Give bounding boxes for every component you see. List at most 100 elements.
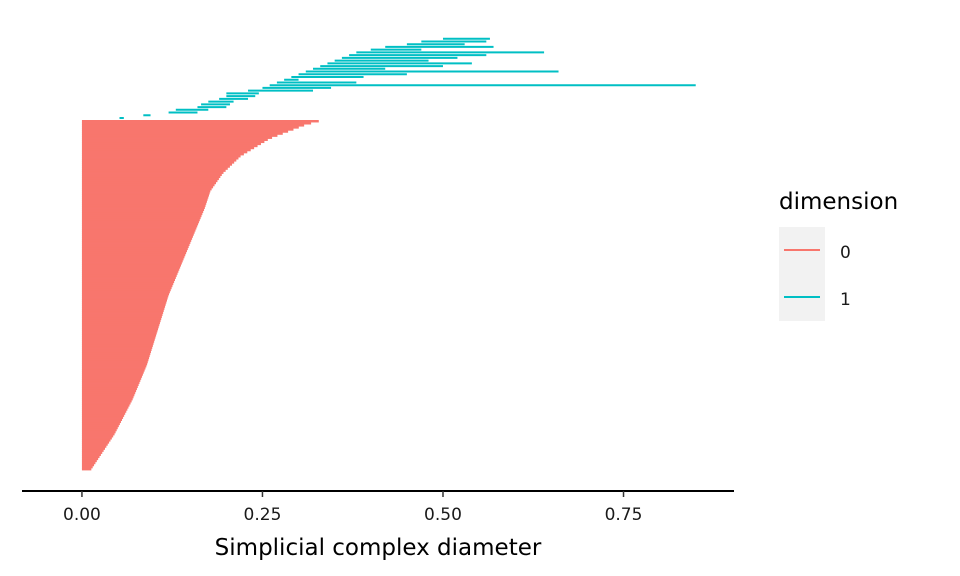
dimension-0-bar (81, 237, 193, 240)
dimension-0-bar (81, 262, 182, 265)
dimension-0-bar (81, 292, 170, 296)
dimension-0-bar (81, 155, 241, 158)
x-axis-title: Simplicial complex diameter (215, 535, 542, 561)
dimension-0-bar (81, 459, 97, 463)
dimension-0-bar (81, 410, 127, 413)
dimension-0-bar (81, 253, 186, 257)
dimension-0-bar (81, 441, 110, 444)
dimension-0-bar (81, 303, 166, 306)
dimension-0-bar (81, 295, 169, 298)
dimension-0-bar (81, 325, 159, 329)
dimension-0-bar (81, 280, 175, 284)
dimension-0-bar (81, 340, 155, 343)
dimension-0-bar (81, 290, 170, 294)
dimension-0-bar (81, 272, 178, 275)
dimension-0-bar (81, 150, 248, 154)
dimension-0-bar (81, 451, 103, 454)
dimension-0-bar (81, 360, 148, 364)
dimension-0-bar (81, 138, 268, 141)
dimension-0-bar (81, 212, 203, 216)
dimension-0-bar (81, 457, 99, 461)
dimension-0-bar (81, 132, 283, 135)
dimension-0-bar (81, 122, 312, 125)
dimension-0-bar (81, 142, 261, 146)
dimension-0-bar (81, 157, 239, 160)
dimension-0-bar (81, 379, 141, 382)
dimension-0-bar (81, 196, 209, 199)
dimension-0-bar (81, 362, 148, 366)
dimension-0-bar (81, 231, 195, 234)
dimension-0-bar (81, 181, 216, 185)
dimension-0-bar (81, 342, 154, 345)
dimension-0-bar (81, 247, 188, 251)
dimension-0-bar (81, 220, 199, 224)
dimension-0-bar (81, 395, 134, 399)
dimension-0-bar (81, 400, 132, 403)
dimension-0-bar (81, 128, 294, 131)
x-tick-label: 0.25 (244, 505, 282, 525)
dimension-0-bar (81, 218, 200, 222)
x-tick-label: 0.75 (605, 505, 643, 525)
dimension-0-bar (81, 227, 197, 230)
dimension-0-bar (81, 445, 107, 448)
dimension-0-bar (81, 332, 157, 335)
dimension-0-bar (81, 187, 212, 191)
dimension-0-bar (81, 163, 233, 166)
dimension-0-bar (81, 323, 160, 327)
dimension-0-bar (81, 467, 92, 471)
dimension-0-bar (81, 463, 95, 467)
dimension-0-bar (81, 229, 196, 232)
dimension-0-bar (81, 393, 135, 397)
dimension-0-bar (81, 465, 93, 469)
dimension-0-bar (81, 239, 192, 242)
dimension-0-bar (81, 146, 255, 150)
dimension-0-bar (81, 194, 209, 197)
dimension-0-bar (81, 449, 104, 452)
dimension-0-bar (81, 430, 116, 434)
dimension-0-bar (81, 352, 151, 356)
dimension-0-bar (81, 202, 207, 205)
dimension-0-bar (81, 136, 273, 139)
dimension-0-bar (81, 190, 211, 193)
dimension-0-bar (81, 408, 128, 411)
dimension-0-bar (81, 404, 130, 407)
dimension-0-bar (81, 243, 190, 246)
dimension-0-bar (81, 257, 184, 261)
dimension-0-bar (81, 251, 187, 255)
dimension-0-bar (81, 381, 140, 384)
dimension-0-bar (81, 406, 129, 409)
dimension-0-bar (81, 424, 119, 428)
dimension-0-bar (81, 397, 133, 401)
dimension-0-bar (81, 173, 222, 176)
dimension-0-bar (81, 317, 162, 321)
dimension-0-bar (81, 309, 164, 312)
dimension-0-bar (81, 432, 115, 436)
dimension-0-bar (81, 383, 139, 386)
x-axis-ticks: 0.00 0.25 0.50 0.75 (63, 491, 642, 525)
dimension-0-bar (81, 140, 265, 144)
dimension-0-bar (81, 420, 121, 424)
dimension-0-bar (81, 278, 175, 281)
dimension-0-bar (81, 268, 180, 271)
dimension-0-bar (81, 233, 194, 236)
dimension-0-bar (81, 255, 185, 259)
dimension-0-bar (81, 185, 214, 189)
dimension-0-bar (81, 297, 168, 300)
dimension-0-bar (81, 288, 171, 292)
dimension-0-bar (81, 354, 150, 358)
dimension-0-bar (81, 334, 157, 337)
dimension-0-bar (81, 305, 166, 308)
dimension-0-bar (81, 208, 205, 211)
dimension-0-bar (81, 426, 118, 430)
dimension-0-bar (81, 282, 174, 286)
dimension-0-bar (81, 130, 289, 133)
dimension-0-bar (81, 418, 123, 421)
dimension-0-bar (81, 443, 108, 446)
dimension-0-bar (81, 192, 210, 195)
legend-key-background (779, 227, 825, 321)
dimension-0-bar (81, 198, 208, 201)
legend: dimension 0 1 (779, 189, 898, 321)
dimension-0-bar (81, 171, 224, 174)
dimension-0-bar (81, 373, 143, 376)
dimension-0-bar (81, 165, 230, 168)
